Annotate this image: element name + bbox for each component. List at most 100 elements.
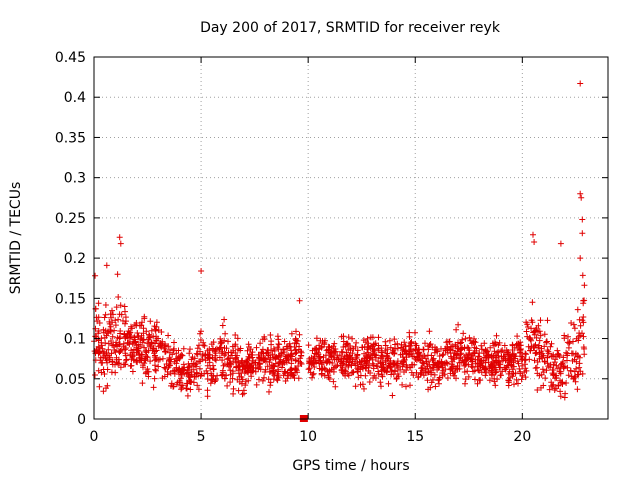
data-point	[310, 360, 317, 367]
data-point	[266, 388, 272, 395]
data-point	[382, 338, 389, 345]
data-point	[312, 357, 319, 364]
data-point	[147, 318, 154, 325]
data-point	[574, 386, 581, 393]
data-point	[364, 335, 371, 342]
x-tick-label: 15	[406, 429, 424, 445]
data-point	[496, 339, 503, 346]
data-point	[498, 372, 504, 379]
data-point	[261, 374, 267, 381]
data-point	[238, 380, 245, 387]
data-point	[564, 352, 571, 359]
data-point	[216, 345, 223, 352]
data-point	[527, 347, 534, 354]
data-point	[316, 342, 323, 349]
data-point	[536, 337, 543, 344]
data-point	[534, 387, 541, 393]
data-point	[511, 381, 517, 388]
data-point	[330, 378, 337, 385]
data-point	[365, 364, 372, 371]
data-point	[436, 353, 443, 359]
data-point	[242, 382, 249, 389]
data-point	[524, 321, 531, 328]
data-point	[471, 350, 478, 357]
data-point	[273, 376, 280, 383]
data-point	[547, 343, 554, 350]
data-point	[577, 255, 584, 262]
data-point	[175, 354, 182, 361]
data-point	[325, 374, 332, 381]
data-point	[570, 321, 577, 328]
data-point	[122, 345, 129, 351]
data-point	[394, 371, 401, 377]
data-point	[111, 347, 118, 353]
data-point	[551, 359, 558, 366]
data-point	[571, 325, 578, 332]
data-point	[265, 352, 272, 359]
data-point	[329, 360, 336, 366]
data-point	[228, 361, 235, 368]
data-point	[366, 379, 373, 385]
data-point	[515, 380, 521, 387]
data-point	[556, 368, 563, 375]
data-point	[324, 358, 331, 365]
data-point	[262, 369, 268, 375]
data-point	[453, 326, 460, 333]
data-point	[116, 341, 123, 348]
data-point	[579, 272, 586, 279]
data-point	[151, 323, 158, 330]
data-point	[117, 240, 124, 247]
data-point	[478, 346, 485, 353]
data-point	[256, 354, 262, 361]
data-point	[294, 338, 301, 344]
data-point	[472, 339, 479, 346]
data-point	[429, 356, 436, 363]
data-point	[550, 372, 557, 379]
data-point	[498, 348, 505, 355]
data-point	[525, 343, 532, 350]
data-point	[206, 346, 213, 353]
data-point	[408, 338, 415, 345]
data-point	[443, 359, 450, 366]
data-point	[128, 333, 134, 339]
data-point	[129, 325, 135, 332]
data-point	[563, 349, 570, 356]
data-point	[101, 334, 108, 341]
data-point	[581, 351, 588, 358]
data-point	[204, 387, 211, 394]
data-point	[187, 373, 194, 380]
data-point	[103, 262, 110, 269]
data-point	[296, 331, 303, 338]
data-point	[364, 359, 371, 366]
data-point	[131, 346, 137, 353]
data-point	[188, 362, 195, 369]
data-point	[344, 340, 350, 347]
data-point	[565, 333, 571, 340]
data-point	[117, 364, 124, 371]
data-point	[394, 360, 401, 367]
data-point	[510, 352, 517, 359]
data-point	[159, 355, 166, 362]
data-point	[265, 376, 272, 383]
data-point	[288, 366, 295, 373]
data-point	[488, 371, 495, 378]
data-point	[316, 360, 323, 367]
data-point	[316, 354, 323, 361]
data-point	[204, 351, 211, 358]
data-point	[103, 357, 110, 364]
y-tick-label: 0.05	[55, 372, 86, 388]
data-point	[95, 330, 102, 337]
data-point	[209, 347, 216, 354]
data-point	[514, 344, 521, 351]
data-point	[478, 342, 485, 349]
data-point	[400, 361, 407, 368]
data-point	[374, 363, 381, 370]
data-point	[561, 363, 568, 370]
data-point	[477, 377, 484, 384]
data-point	[310, 370, 317, 377]
data-point	[361, 385, 367, 392]
data-point	[167, 358, 174, 365]
data-point	[567, 367, 574, 374]
data-point	[204, 376, 211, 382]
data-point	[128, 347, 135, 354]
